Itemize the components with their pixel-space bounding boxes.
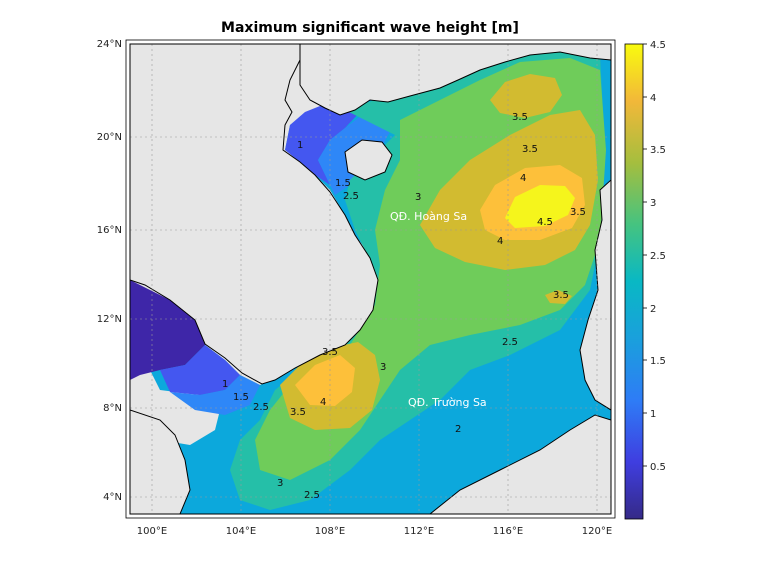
contour-label: 1 [297,140,303,151]
contour-label: 2.5 [304,490,320,501]
contour-label: 3 [380,362,386,373]
contour-label: 3.5 [322,347,338,358]
colorbar-gradient [624,43,644,520]
lon-tick: 116°E [493,526,523,537]
colorbar-tick: 4 [650,93,656,104]
lon-tick: 104°E [226,526,256,537]
lon-tick-labels: 100°E 104°E 108°E 112°E 116°E 120°E [137,526,612,537]
contour-label: 3.5 [570,207,586,218]
colorbar-tick: 2 [650,304,656,315]
land-mainland [130,44,379,385]
contour-labels: 1 1.5 2.5 3.5 3.5 4 4.5 4 3.5 3.5 4 3.5 … [222,112,586,501]
lon-tick: 100°E [137,526,167,537]
map-title: Maximum significant wave height [m] [221,20,519,36]
contour-band-4-5-peak [505,185,575,228]
lon-tick: 108°E [315,526,345,537]
land-malay-peninsula [130,409,191,514]
contour-label: 3.5 [512,112,528,123]
colorbar-tick: 4.5 [650,40,666,51]
land-borneo [429,414,611,514]
contour-label: 3.5 [290,407,306,418]
colorbar-tick: 2.5 [650,251,666,262]
contour-label: 4.5 [537,217,553,228]
contour-label: 1 [222,379,228,390]
contour-band-4-south [295,355,355,406]
lat-tick: 20°N [97,132,122,143]
colorbar-tick: 1.5 [650,356,666,367]
lat-tick: 4°N [103,492,122,503]
lat-tick: 16°N [97,225,122,236]
colorbar-tick: 0.5 [650,462,666,473]
contour-label: 4 [320,397,326,408]
gulf-thailand-mid [160,345,240,395]
contour-label: 4 [497,236,503,247]
gulf-thailand-level15 [170,375,260,415]
contour-label: 3.5 [553,290,569,301]
contour-band-3-5-east [545,290,572,304]
colorbar: 0.5 1 1.5 2 2.5 3 3.5 4 4.5 [624,40,666,520]
land-philippines [579,179,611,411]
place-label-hoang-sa: QĐ. Hoàng Sa [390,210,467,223]
contour-label: 3.5 [522,144,538,155]
contour-label: 3 [415,192,421,203]
colorbar-tick: 1 [650,409,656,420]
contour-label: 2.5 [502,337,518,348]
gulf-tonkin-low [285,98,360,185]
contour-label: 1.5 [233,392,249,403]
colorbar-tick: 3 [650,198,656,209]
lon-tick: 120°E [582,526,612,537]
lat-tick-labels: 4°N 8°N 12°N 16°N 20°N 24°N [97,39,122,503]
gulf-thailand-low [130,280,205,380]
map-frame-outer [125,39,616,519]
contour-label: 2 [455,424,461,435]
contour-label: 4 [520,173,526,184]
contour-label: 3 [277,478,283,489]
contour-label: 2.5 [343,191,359,202]
lat-tick: 8°N [103,403,122,414]
place-label-truong-sa: QĐ. Trường Sa [408,396,487,409]
land-south-china [299,44,611,116]
contour-label: 1.5 [335,178,351,189]
lat-tick: 12°N [97,314,122,325]
map-plot-area [130,44,611,514]
lat-tick: 24°N [97,39,122,50]
land-hainan [344,139,393,181]
contour-label: 2.5 [253,402,269,413]
colorbar-tick: 3.5 [650,145,666,156]
map-frame [129,43,612,515]
lon-tick: 112°E [404,526,434,537]
